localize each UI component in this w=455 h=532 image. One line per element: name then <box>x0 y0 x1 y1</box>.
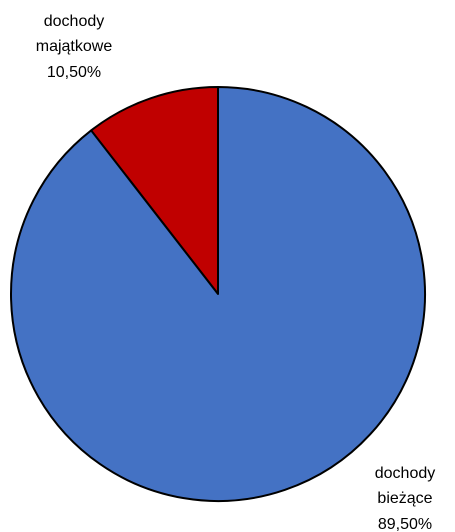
label-dochody-biezace-line1: dochody <box>375 465 436 482</box>
value-dochody-majatkowe: 10,50% <box>47 64 101 81</box>
label-dochody-biezace-line2: bieżące <box>377 490 432 507</box>
label-dochody-majatkowe-line1: dochody <box>44 13 105 30</box>
pie-slice-0 <box>90 86 219 295</box>
pie-slices <box>10 86 426 502</box>
label-dochody-majatkowe-line2: majątkowe <box>36 38 113 55</box>
value-dochody-biezace: 89,50% <box>378 516 432 532</box>
pie-slice-1 <box>10 86 426 502</box>
